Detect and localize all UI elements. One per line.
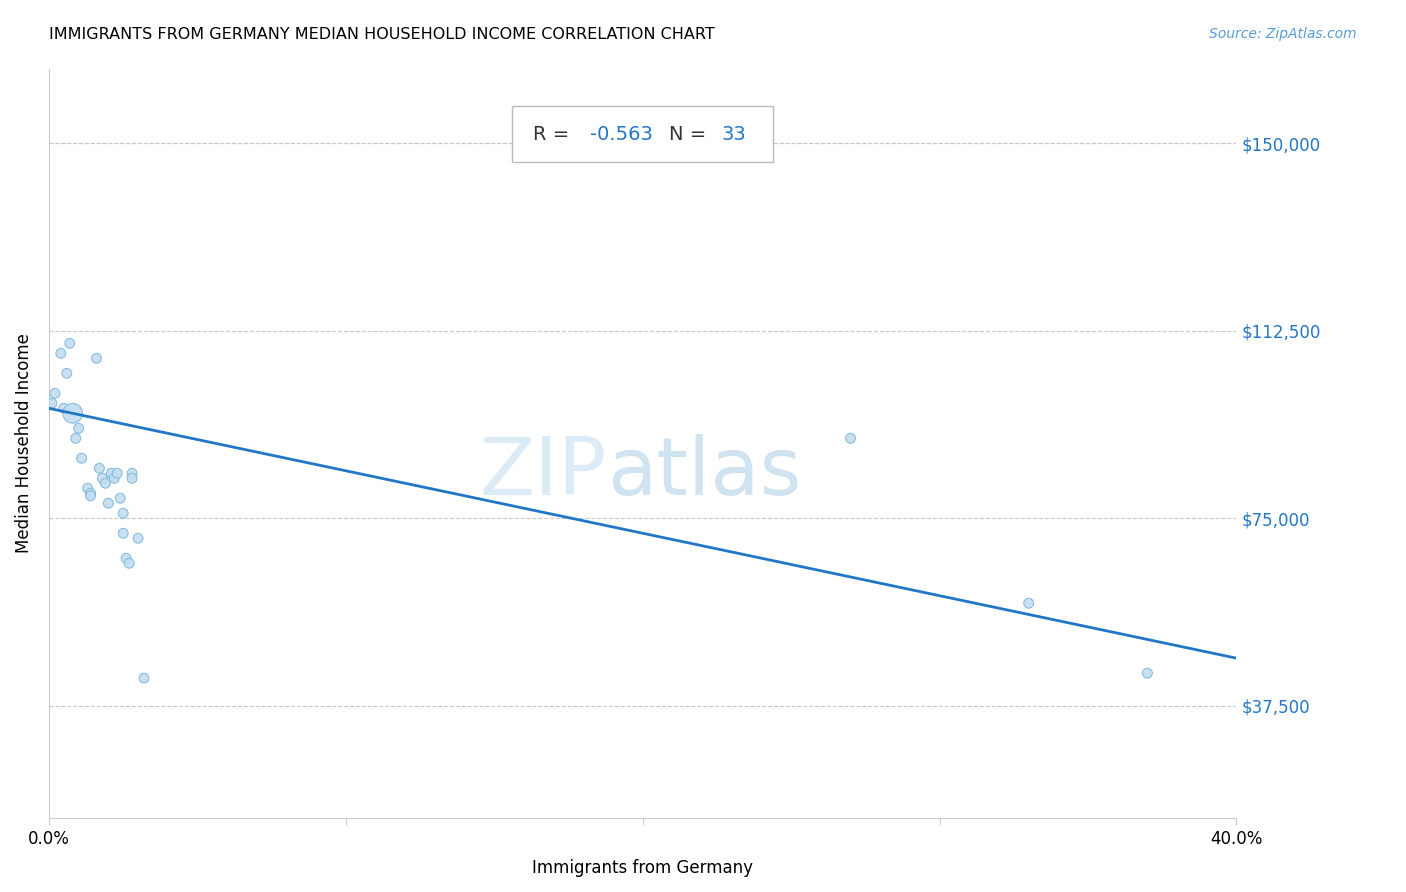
Point xyxy=(100,467,122,481)
Point xyxy=(118,556,141,570)
Point xyxy=(94,476,117,491)
Point xyxy=(97,496,120,510)
Point xyxy=(44,386,66,401)
Point xyxy=(86,351,108,366)
Point xyxy=(91,471,114,485)
Point xyxy=(49,346,72,360)
Text: ZIP: ZIP xyxy=(479,434,607,512)
Text: Source: ZipAtlas.com: Source: ZipAtlas.com xyxy=(1209,27,1357,41)
Point xyxy=(55,367,77,381)
Point xyxy=(112,506,135,520)
Point xyxy=(52,401,75,416)
Point xyxy=(41,396,63,410)
Text: IMMIGRANTS FROM GERMANY MEDIAN HOUSEHOLD INCOME CORRELATION CHART: IMMIGRANTS FROM GERMANY MEDIAN HOUSEHOLD… xyxy=(49,27,716,42)
Point xyxy=(1136,666,1159,681)
Point xyxy=(121,471,143,485)
Point xyxy=(67,421,90,435)
X-axis label: Immigrants from Germany: Immigrants from Germany xyxy=(533,859,754,877)
Y-axis label: Median Household Income: Median Household Income xyxy=(15,334,32,553)
Point xyxy=(103,471,125,485)
Text: atlas: atlas xyxy=(607,434,801,512)
Point xyxy=(839,431,862,445)
Point xyxy=(121,467,143,481)
Point xyxy=(89,461,111,475)
Point xyxy=(76,481,98,495)
Point xyxy=(115,551,138,566)
Point xyxy=(1018,596,1040,610)
Point xyxy=(62,406,84,420)
Point xyxy=(110,491,132,506)
Point xyxy=(79,489,101,503)
Point xyxy=(70,451,93,466)
Point xyxy=(59,336,82,351)
Point xyxy=(127,531,149,545)
Point xyxy=(132,671,155,685)
Point xyxy=(79,486,101,500)
Point xyxy=(65,431,87,445)
Point xyxy=(105,467,128,481)
Point xyxy=(112,526,135,541)
